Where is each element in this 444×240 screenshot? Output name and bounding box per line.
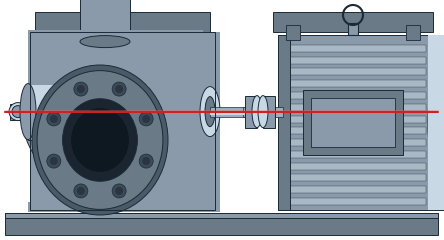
Bar xyxy=(280,186,426,193)
Ellipse shape xyxy=(258,96,268,128)
Ellipse shape xyxy=(428,35,444,210)
Bar xyxy=(210,112,275,115)
Circle shape xyxy=(50,115,58,123)
Circle shape xyxy=(142,157,150,165)
Bar xyxy=(30,35,195,210)
Circle shape xyxy=(74,184,88,198)
Ellipse shape xyxy=(252,96,262,128)
Bar xyxy=(280,45,426,52)
Ellipse shape xyxy=(71,108,129,172)
Bar xyxy=(210,107,275,117)
Bar xyxy=(155,32,220,212)
Ellipse shape xyxy=(205,96,215,127)
Ellipse shape xyxy=(30,44,150,149)
Bar xyxy=(280,151,426,158)
Bar xyxy=(28,202,203,212)
Bar xyxy=(245,96,257,128)
Bar xyxy=(280,57,426,64)
Ellipse shape xyxy=(80,36,130,48)
Bar xyxy=(28,84,63,140)
Ellipse shape xyxy=(12,106,24,118)
Bar xyxy=(30,32,215,210)
Bar xyxy=(428,35,444,210)
Bar xyxy=(280,127,426,134)
Circle shape xyxy=(142,115,150,123)
Bar xyxy=(280,104,426,111)
Bar xyxy=(280,139,426,146)
Bar xyxy=(348,23,358,35)
Bar xyxy=(280,80,426,87)
Bar xyxy=(28,30,203,85)
Circle shape xyxy=(139,154,153,168)
Bar xyxy=(280,198,426,205)
Bar xyxy=(428,35,444,210)
Bar xyxy=(280,174,426,181)
Circle shape xyxy=(115,187,123,195)
Bar xyxy=(278,35,290,210)
Ellipse shape xyxy=(20,84,36,140)
Bar xyxy=(303,90,403,155)
Bar xyxy=(165,87,210,137)
Bar xyxy=(286,25,300,40)
Bar xyxy=(280,115,426,122)
Bar xyxy=(311,98,395,147)
Circle shape xyxy=(112,184,126,198)
Bar xyxy=(280,92,426,99)
Ellipse shape xyxy=(32,65,168,215)
Bar xyxy=(278,35,428,210)
Circle shape xyxy=(112,82,126,96)
Bar xyxy=(406,25,420,40)
Ellipse shape xyxy=(37,71,163,209)
Circle shape xyxy=(115,85,123,93)
Ellipse shape xyxy=(200,87,220,137)
Bar xyxy=(10,104,50,120)
Bar xyxy=(80,0,130,42)
Bar xyxy=(280,163,426,170)
Circle shape xyxy=(47,154,61,168)
Ellipse shape xyxy=(63,99,137,181)
Bar xyxy=(280,68,426,75)
Ellipse shape xyxy=(9,103,27,120)
Bar xyxy=(243,107,283,117)
Circle shape xyxy=(139,112,153,126)
Bar xyxy=(263,96,275,128)
Circle shape xyxy=(77,85,85,93)
Ellipse shape xyxy=(23,42,187,192)
Circle shape xyxy=(47,112,61,126)
Bar xyxy=(5,213,438,235)
Bar xyxy=(5,213,438,218)
Bar xyxy=(35,12,210,32)
Circle shape xyxy=(77,187,85,195)
Circle shape xyxy=(50,157,58,165)
Circle shape xyxy=(74,82,88,96)
Bar xyxy=(273,12,433,32)
